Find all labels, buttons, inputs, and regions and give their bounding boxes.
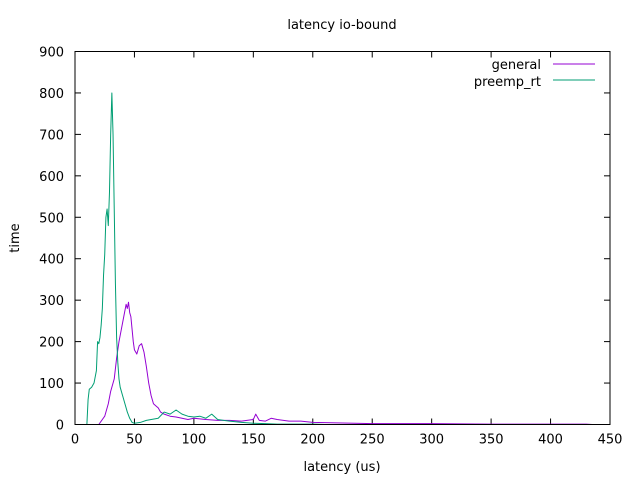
x-tick-label: 50 [126, 433, 143, 448]
y-tick-label: 600 [39, 170, 64, 185]
series-line-general [98, 301, 593, 425]
y-tick-label: 800 [39, 87, 64, 102]
x-tick-label: 200 [300, 433, 325, 448]
axis-ticks: 0 50 100 150 200 250 300 350 400 450 0 100 200 300 400… [39, 46, 622, 448]
y-tick-label: 100 [39, 377, 64, 392]
x-tick-label: 450 [598, 433, 623, 448]
x-tick-label: 0 [71, 433, 79, 448]
x-axis-label: latency (us) [303, 460, 380, 475]
legend: general preemp_rt [474, 58, 595, 90]
x-tick-label: 300 [419, 433, 444, 448]
y-tick-label: 900 [39, 46, 64, 61]
x-tick-label: 250 [360, 433, 385, 448]
x-tick-label: 100 [181, 433, 206, 448]
chart-title: latency io-bound [287, 18, 396, 33]
x-tick-label: 350 [479, 433, 504, 448]
x-tick-label: 400 [538, 433, 563, 448]
y-tick-label: 0 [56, 419, 64, 434]
y-tick-label: 400 [39, 253, 64, 268]
legend-label-preemp-rt: preemp_rt [474, 75, 541, 90]
x-tick-label: 150 [241, 433, 266, 448]
y-tick-label: 300 [39, 294, 64, 309]
y-tick-label: 200 [39, 336, 64, 351]
legend-label-general: general [492, 58, 541, 73]
y-tick-label: 700 [39, 128, 64, 143]
y-tick-label: 500 [39, 211, 64, 226]
y-axis-label: time [8, 223, 23, 252]
data-series [86, 92, 593, 425]
plot-frame [74, 51, 611, 425]
series-line-preemp-rt [86, 92, 325, 425]
